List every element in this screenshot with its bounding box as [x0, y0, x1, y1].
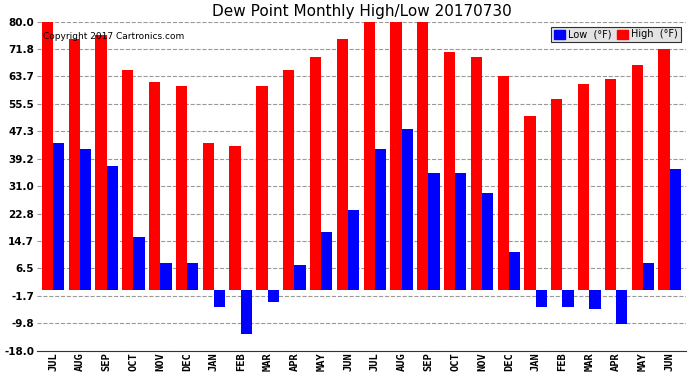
- Bar: [658, 49, 670, 290]
- Bar: [160, 263, 172, 290]
- Bar: [95, 35, 107, 290]
- Bar: [391, 22, 402, 290]
- Bar: [122, 70, 133, 290]
- Bar: [589, 290, 600, 309]
- Bar: [535, 290, 547, 307]
- Bar: [482, 193, 493, 290]
- Bar: [203, 142, 214, 290]
- Bar: [187, 263, 198, 290]
- Bar: [321, 231, 333, 290]
- Bar: [375, 149, 386, 290]
- Bar: [364, 22, 375, 290]
- Bar: [670, 170, 681, 290]
- Title: Dew Point Monthly High/Low 20170730: Dew Point Monthly High/Low 20170730: [212, 4, 511, 19]
- Bar: [455, 173, 466, 290]
- Bar: [417, 22, 428, 290]
- Bar: [605, 79, 616, 290]
- Bar: [428, 173, 440, 290]
- Bar: [214, 290, 225, 307]
- Bar: [283, 70, 295, 290]
- Bar: [53, 142, 64, 290]
- Bar: [348, 210, 359, 290]
- Bar: [337, 39, 348, 290]
- Bar: [497, 76, 509, 290]
- Bar: [631, 65, 643, 290]
- Bar: [133, 237, 145, 290]
- Legend: Low  (°F), High  (°F): Low (°F), High (°F): [551, 27, 681, 42]
- Bar: [295, 265, 306, 290]
- Bar: [551, 99, 562, 290]
- Bar: [471, 57, 482, 290]
- Bar: [643, 263, 654, 290]
- Bar: [68, 39, 80, 290]
- Bar: [444, 52, 455, 290]
- Bar: [230, 146, 241, 290]
- Bar: [268, 290, 279, 302]
- Bar: [241, 290, 252, 334]
- Bar: [578, 84, 589, 290]
- Bar: [149, 82, 160, 290]
- Bar: [176, 86, 187, 290]
- Bar: [42, 22, 53, 290]
- Bar: [80, 149, 91, 290]
- Text: Copyright 2017 Cartronics.com: Copyright 2017 Cartronics.com: [43, 32, 185, 40]
- Bar: [107, 166, 118, 290]
- Bar: [524, 116, 535, 290]
- Bar: [402, 129, 413, 290]
- Bar: [562, 290, 574, 307]
- Bar: [256, 86, 268, 290]
- Bar: [310, 57, 321, 290]
- Bar: [509, 252, 520, 290]
- Bar: [616, 290, 627, 324]
